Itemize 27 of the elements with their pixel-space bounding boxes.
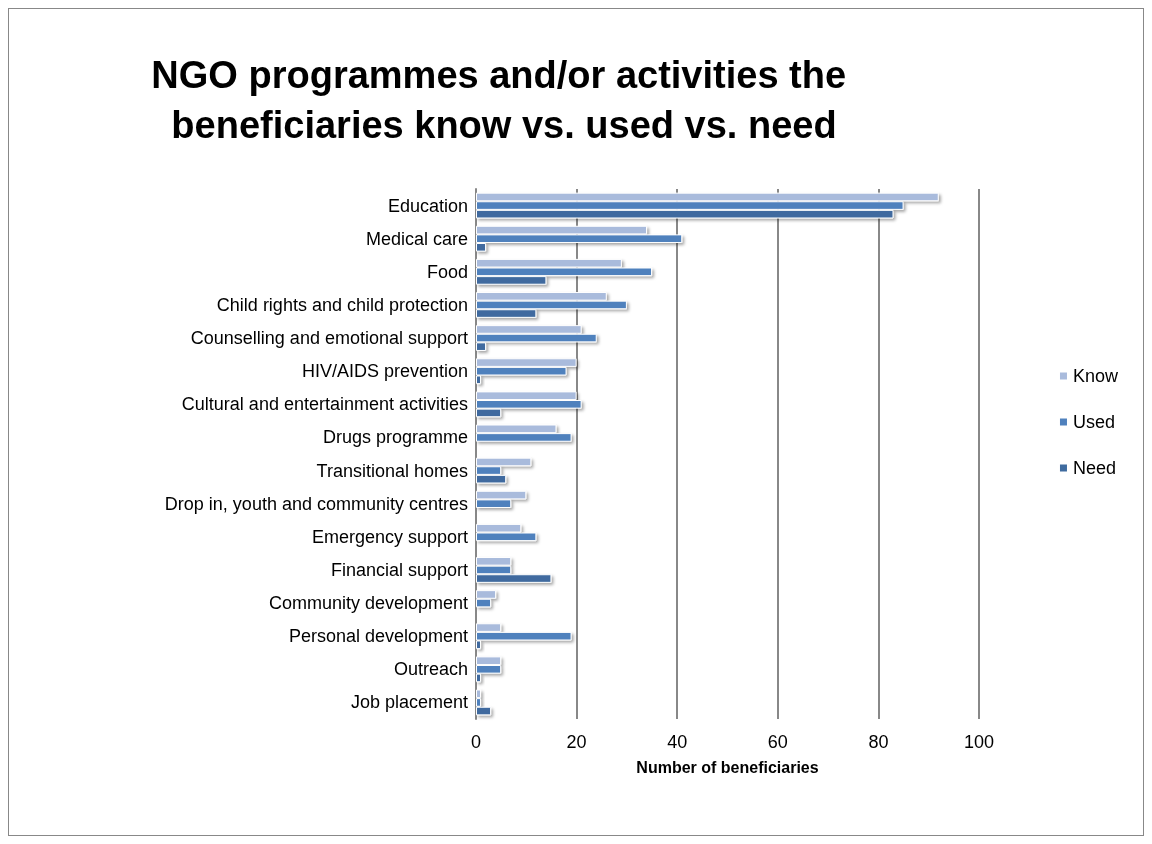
y-tick-label: Transitional homes [316, 460, 468, 481]
legend-label: Need [1072, 458, 1116, 478]
x-tick-label: 20 [566, 732, 587, 752]
x-tick-label: 40 [667, 732, 688, 752]
x-tick-label: 80 [868, 732, 889, 752]
y-tick-label: Child rights and child protection [216, 294, 468, 315]
y-tick-label: Drugs programme [322, 427, 468, 448]
y-tick-label: Drop in, youth and community centres [164, 493, 468, 514]
y-tick-label: Counselling and emotional support [190, 328, 468, 349]
x-tick-label: 60 [767, 732, 788, 752]
y-tick-label: Food [426, 261, 468, 282]
legend-label: Know [1072, 366, 1119, 386]
y-tick-label: Education [387, 195, 468, 216]
y-tick-label: Community development [268, 593, 468, 614]
x-axis-title: Number of beneficiaries [636, 758, 819, 776]
y-tick-label: Personal development [288, 626, 468, 647]
chart-title: NGO programmes and/or activities the beneficiaries know vs. used vs. need [151, 54, 857, 146]
x-tick-label: 100 [963, 732, 995, 752]
legend-label: Used [1072, 412, 1115, 432]
y-tick-label: Outreach [393, 659, 468, 680]
y-tick-label: HIV/AIDS prevention [301, 361, 468, 382]
y-tick-label: Cultural and entertainment activities [181, 394, 468, 415]
y-tick-label: Financial support [330, 559, 468, 580]
y-tick-label: Emergency support [311, 526, 468, 547]
x-tick-label: 0 [470, 732, 482, 752]
y-tick-label: Medical care [365, 228, 468, 249]
y-tick-label: Job placement [350, 692, 468, 713]
